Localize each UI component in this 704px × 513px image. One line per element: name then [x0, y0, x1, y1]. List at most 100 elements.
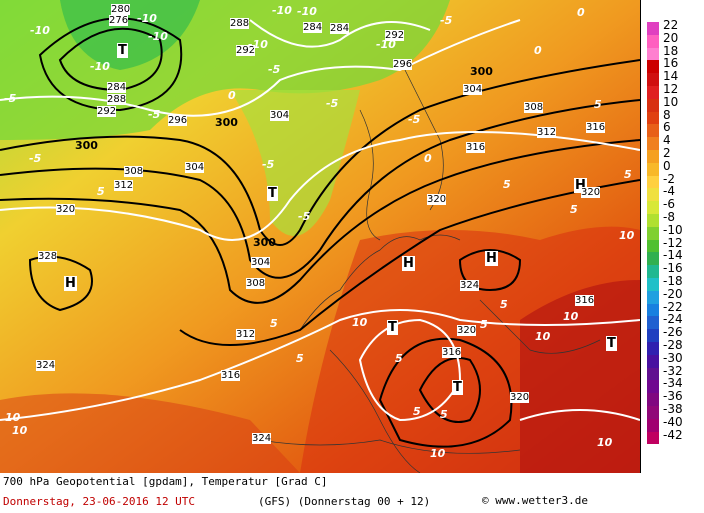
contour-label: 316: [221, 370, 241, 381]
contour-label: 308: [246, 278, 266, 289]
legend-row: 20: [643, 30, 704, 48]
legend-swatch: [647, 34, 659, 48]
legend-value: -8: [663, 210, 675, 224]
legend-value: -20: [663, 286, 683, 301]
contour-label: 304: [185, 162, 205, 173]
legend-swatch: [647, 150, 659, 163]
temperature-label: -10: [272, 4, 292, 17]
legend-swatch: [647, 124, 659, 138]
contour-label: 316: [575, 295, 595, 306]
temperature-color-legend: 22 20 18 16 14 12 10 8 6 4 2 0 -2 -4 -6 -8 -10 -12 -14 -16-…: [643, 19, 704, 462]
legend-row: -22: [643, 299, 704, 317]
map-footer: 700 hPa Geopotential [gpdam], Temperatur…: [0, 473, 640, 513]
legend-row: -28: [643, 339, 704, 355]
contour-label: 304: [251, 257, 271, 268]
legend-row: -18: [643, 275, 704, 291]
contour-label: 320: [510, 392, 530, 403]
legend-swatch: [647, 214, 659, 227]
cold-core-region: [60, 0, 200, 70]
contour-label: 300: [470, 65, 493, 78]
legend-row: 8: [643, 107, 704, 125]
map-title: 700 hPa Geopotential [gpdam], Temperatur…: [3, 475, 328, 488]
legend-value: 12: [663, 82, 679, 96]
legend-value: 16: [663, 56, 679, 71]
legend-row: -40: [643, 416, 704, 432]
legend-value: -24: [663, 312, 683, 327]
weather-map-svg: [0, 0, 640, 473]
pressure-center-high: H: [64, 276, 77, 291]
contour-label: 316: [442, 347, 462, 358]
temperature-label: -10: [297, 5, 317, 18]
map-datetime: Donnerstag, 23-06-2016 12 UTC: [3, 495, 196, 508]
temperature-label: 0: [424, 152, 432, 165]
legend-swatch: [647, 226, 659, 240]
temperature-label: -5: [298, 210, 311, 223]
contour-label: 320: [56, 204, 76, 215]
legend-value: 8: [663, 107, 671, 122]
temperature-label: -10: [148, 30, 168, 43]
temperature-label: 10: [619, 229, 635, 242]
temperature-label: 5: [97, 185, 105, 198]
contour-label: 304: [463, 84, 483, 95]
legend-swatch: [647, 342, 659, 355]
legend-value: -38: [663, 402, 683, 416]
legend-value: -14: [663, 248, 683, 263]
geopotential-contours: [0, 17, 640, 448]
legend-row: -20: [643, 286, 704, 304]
contour-label: 284: [107, 82, 127, 93]
contour-label: 276: [109, 15, 129, 26]
legend-row: 4: [643, 134, 704, 150]
legend-swatch: [647, 278, 659, 291]
temperature-label: -5: [326, 97, 339, 110]
legend-value: -10: [663, 222, 683, 237]
legend-value: -22: [663, 299, 683, 314]
weather-map: H H H H T T T T T 276 280 284 288 292 29…: [0, 0, 641, 473]
legend-swatch: [647, 380, 659, 394]
temperature-label: -10: [376, 38, 396, 51]
pressure-center-low: T: [452, 380, 463, 395]
legend-swatch: [647, 431, 659, 445]
legend-row: -2: [643, 173, 704, 189]
legend-row: -14: [643, 248, 704, 266]
temperature-label: -10: [137, 12, 157, 25]
legend-row: 0: [643, 160, 704, 176]
contour-label: 308: [124, 166, 144, 177]
legend-row: -10: [643, 222, 704, 240]
temperature-label: -5: [262, 158, 275, 171]
temperature-label: 5: [624, 168, 632, 181]
legend-swatch: [647, 22, 659, 35]
pressure-center-high: H: [485, 251, 498, 266]
temperature-contours: [0, 19, 640, 422]
legend-swatch: [647, 418, 659, 432]
legend-swatch: [647, 47, 659, 61]
pressure-center-low: T: [387, 320, 398, 335]
temperature-label: -5: [408, 113, 421, 126]
legend-swatch: [647, 265, 659, 278]
temperature-label: 5: [296, 352, 304, 365]
contour-label: 328: [38, 251, 58, 262]
temperature-label: 10: [12, 424, 28, 437]
pressure-center-low: T: [267, 186, 278, 201]
legend-value: 6: [663, 120, 671, 135]
legend-value: 20: [663, 30, 679, 45]
legend-value: 10: [663, 94, 679, 109]
contour-label: 324: [252, 433, 272, 444]
legend-row: 6: [643, 120, 704, 138]
legend-row: 18: [643, 45, 704, 61]
contour-label: 316: [586, 122, 606, 133]
contour-label: 288: [107, 94, 127, 105]
legend-swatch: [647, 239, 659, 253]
legend-swatch: [647, 316, 659, 330]
legend-swatch: [647, 98, 659, 112]
contour-label: 284: [330, 23, 350, 34]
legend-row: -32: [643, 363, 704, 381]
legend-value: -32: [663, 363, 683, 378]
contour-label: 312: [236, 329, 256, 340]
temperature-label: -5: [268, 63, 281, 76]
pressure-center-low: T: [606, 336, 617, 351]
temperature-label: 5: [594, 98, 602, 111]
legend-row: 14: [643, 70, 704, 86]
legend-row: 2: [643, 147, 704, 163]
legend-row: -4: [643, 185, 704, 202]
contour-label: 300: [253, 236, 276, 249]
